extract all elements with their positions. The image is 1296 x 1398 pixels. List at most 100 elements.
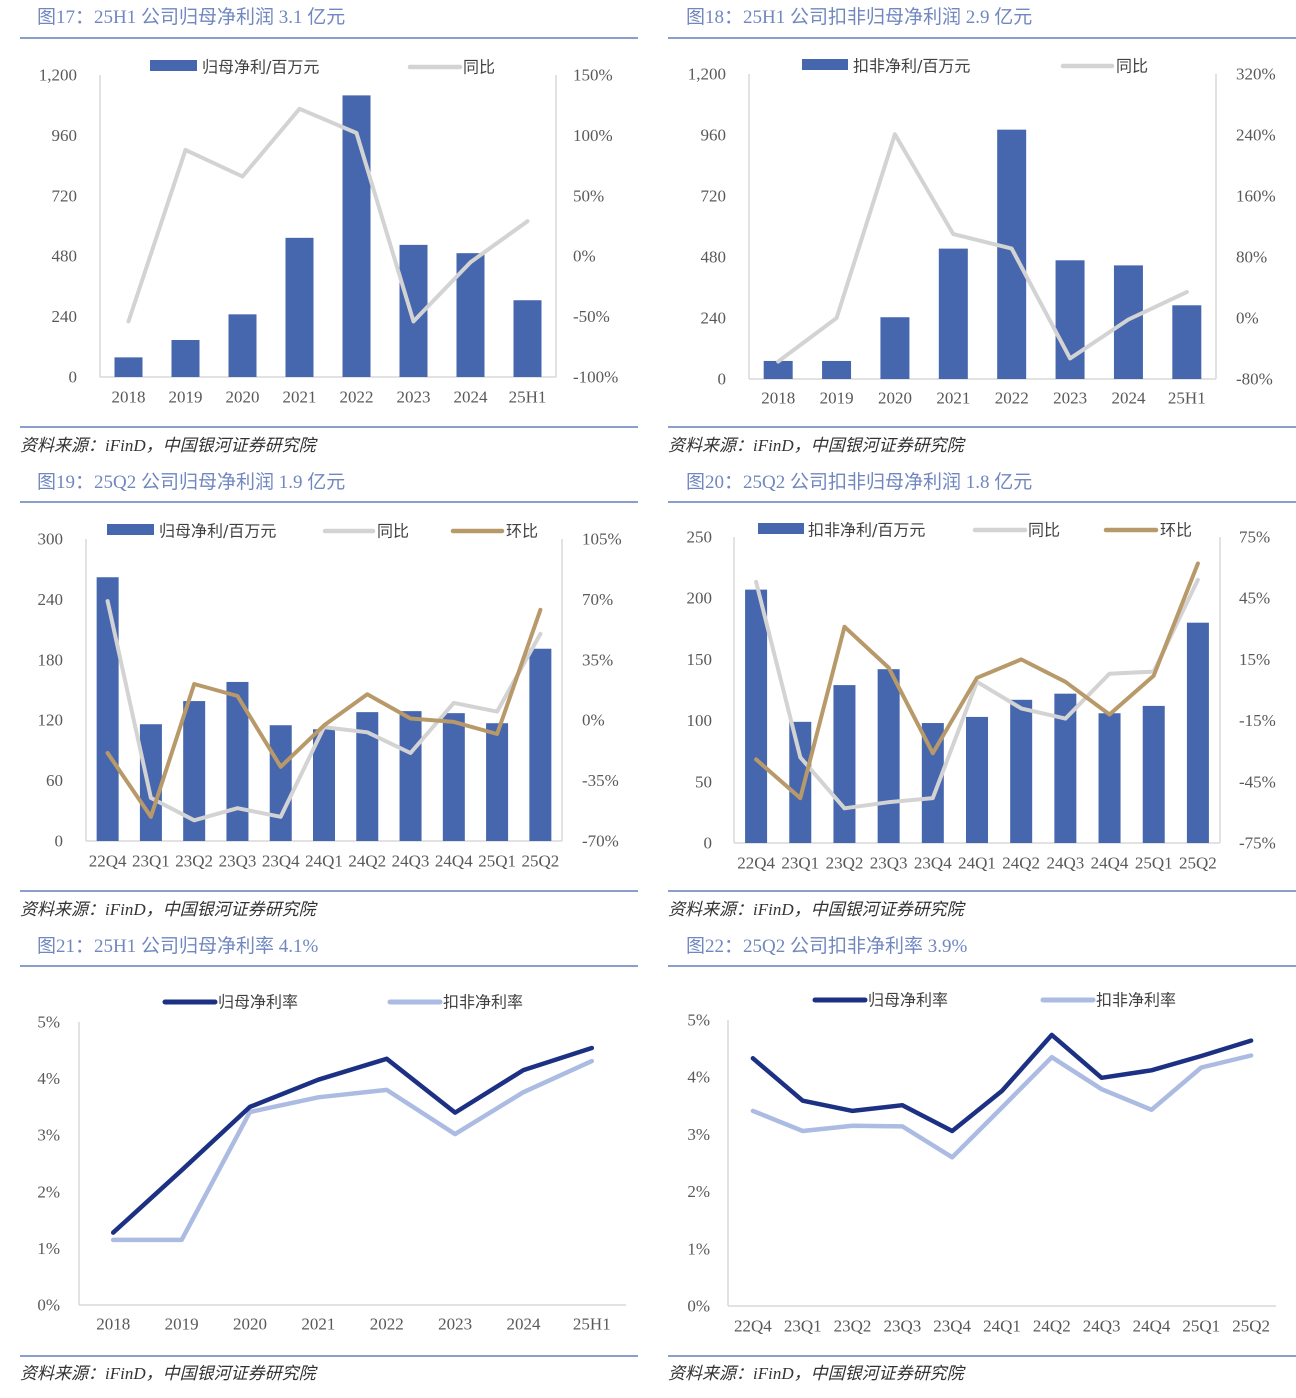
x-tick-label: 2019 [165,1315,199,1334]
data-point-net-margin [179,1168,184,1173]
y-left-tick-label: 0% [687,1297,710,1316]
data-point-qoq [365,692,370,697]
bar-deducted-net-profit [789,721,812,843]
y-right-tick-label: -45% [1239,772,1276,791]
data-point-yoy [149,796,153,800]
x-tick-label: 2023 [397,388,431,407]
data-point-yoy [411,319,416,324]
bar-net-profit [442,713,465,841]
data-point-deducted-net-margin [590,1059,594,1063]
y-left-tick-label: 3% [687,1125,710,1144]
bar-deducted-net-profit [1010,699,1033,843]
series-line-yoy [776,132,1189,364]
x-tick-label: 23Q1 [784,1317,822,1336]
data-point-net-margin [751,1056,755,1061]
bar-deducted-net-profit [1113,265,1143,379]
bar-deducted-net-profit [745,589,768,843]
x-tick-label: 2024 [506,1315,541,1334]
figure-19-bottom-rule [20,890,638,892]
data-point-net-margin [1099,1075,1104,1080]
data-point-yoy [1107,671,1112,676]
data-point-yoy [365,730,370,735]
data-point-net-margin [950,1129,954,1133]
x-tick-label: 24Q1 [958,854,996,873]
data-point-deducted-net-margin [316,1095,321,1100]
figure-19-title-rule [20,501,638,503]
chart-figure-21: 0% 1% 2% 3% 4% 5% 2018 2019 2020 2021 2022 2023 2024… [37,993,626,1334]
chart-figure-22: 0% 1% 2% 3% 4% 5% 22Q4 23Q1 23Q2 23Q3 23Q4 24Q1 24Q2… [687,991,1276,1336]
y-left-tick-label: 1% [37,1239,60,1258]
y-left-tick-label: 1,200 [688,65,726,84]
x-tick-label: 24Q2 [348,852,386,871]
y-left-tick-label: 0 [69,368,78,387]
figure-21-title-rule [20,965,638,967]
x-tick-label: 25Q2 [1179,854,1217,873]
legend-label-deducted-net-profit: 扣非净利/百万元 [853,57,970,76]
data-point-yoy [240,174,245,179]
data-point-qoq [278,764,283,769]
x-tick-label: 2020 [233,1315,267,1334]
bar-net-profit [183,701,206,841]
legend-label-net-profit: 归母净利/百万元 [159,522,276,541]
y-right-tick-label: 320% [1236,65,1276,84]
x-tick-label: 22Q4 [89,852,127,871]
x-tick-label: 2019 [169,388,203,407]
data-point-qoq [1151,673,1156,678]
series-line-deducted-net-margin [110,1058,595,1243]
y-left-tick-label: 4% [37,1069,60,1088]
figure-20-bottom-rule [668,890,1296,892]
x-tick-label: 25Q1 [1182,1317,1220,1336]
legend-label-net-profit: 归母净利/百万元 [202,58,319,77]
x-tick-label: 24Q2 [1002,854,1040,873]
x-tick-label: 2022 [995,389,1029,408]
y-right-tick-label: 100% [573,126,613,145]
x-tick-label: 25Q1 [1135,854,1173,873]
x-tick-label: 2018 [96,1315,130,1334]
data-point-yoy [183,148,188,152]
chart-figure-20: 0 50 100 150 200 250 -75% -45% -15% 15% 45% 75% 22Q4… [687,521,1276,873]
bar-net-profit [342,95,371,377]
bar-net-profit [313,729,335,841]
data-point-yoy [452,701,456,705]
y-left-tick-label: 200 [687,589,713,608]
y-right-tick-label: -80% [1236,370,1273,389]
data-point-qoq [798,796,803,800]
bar-net-profit [114,357,143,377]
x-tick-label: 23Q3 [883,1317,921,1336]
x-tick-label: 25Q2 [521,852,559,871]
x-tick-label: 2022 [340,388,374,407]
y-left-tick-label: 5% [687,1011,710,1030]
data-point-qoq [495,732,499,736]
figure-18-title: 图18：25H1 公司扣非归母净利润 2.9 亿元 [686,7,1033,28]
figure-21-bottom-rule [20,1355,638,1357]
x-tick-label: 2021 [301,1315,335,1334]
figure-22-source: 资料来源：iFinD，中国银河证券研究院 [668,1364,964,1383]
y-right-tick-label: 160% [1236,187,1276,206]
data-point-deducted-net-margin [751,1109,755,1113]
x-tick-label: 24Q3 [1046,854,1084,873]
figure-21-source: 资料来源：iFinD，中国银河证券研究院 [20,1364,316,1383]
data-point-qoq [975,675,979,680]
bar-net-profit [513,300,542,377]
bar-deducted-net-profit [997,129,1027,379]
data-point-qoq [322,723,326,728]
y-right-tick-label: -15% [1239,711,1276,730]
data-point-net-margin [248,1105,252,1109]
y-left-tick-label: 0 [718,370,727,389]
figure-18-source: 资料来源：iFinD，中国银河证券研究院 [668,436,964,455]
data-point-yoy [1063,716,1068,721]
y-right-tick-label: -75% [1239,834,1276,853]
x-tick-label: 24Q4 [1133,1317,1171,1336]
y-left-tick-label: 150 [687,650,713,669]
y-left-tick-label: 1% [687,1239,710,1258]
y-left-tick-label: 180 [38,650,64,669]
x-tick-label: 24Q2 [1033,1317,1071,1336]
y-left-tick-label: 960 [52,126,78,145]
data-point-deducted-net-margin [1099,1087,1104,1092]
bar-deducted-net-profit [1142,705,1165,843]
y-left-tick-label: 240 [38,590,64,609]
data-point-qoq [1196,561,1200,566]
data-point-yoy [105,599,110,603]
bar-net-profit [529,648,552,841]
y-right-tick-label: -35% [582,771,619,790]
